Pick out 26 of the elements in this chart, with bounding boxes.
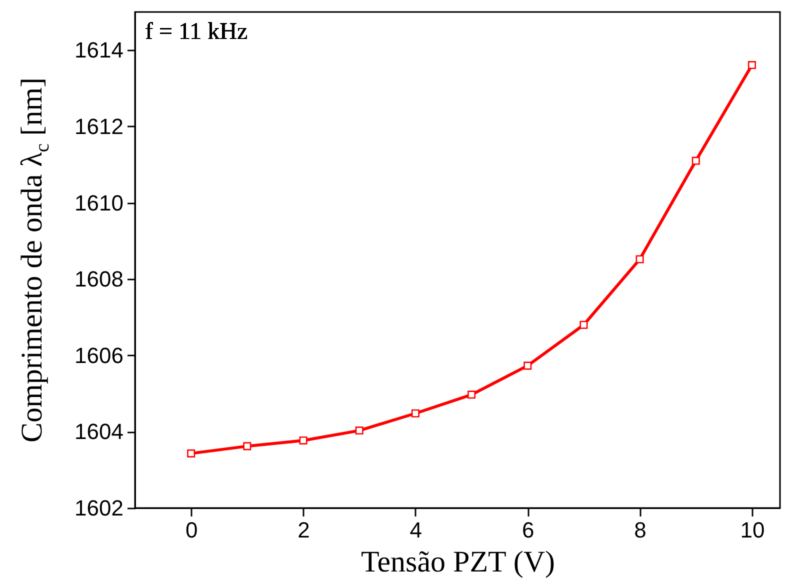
point bbox=[468, 390, 476, 399]
x-axis-title: Tensão PZT (V) bbox=[361, 546, 555, 578]
y-tick-label: 1604 bbox=[74, 419, 124, 444]
x-tick-label: 2 bbox=[298, 518, 310, 542]
point bbox=[355, 426, 364, 435]
point bbox=[299, 436, 308, 444]
y-tick-label: 1614 bbox=[74, 38, 124, 63]
x-tick-label: 6 bbox=[522, 518, 534, 542]
x-tick-label: 10 bbox=[740, 518, 765, 542]
y-tick-label: 1606 bbox=[74, 342, 124, 368]
y-tick-label: 1612 bbox=[74, 114, 124, 139]
point bbox=[411, 409, 420, 418]
point bbox=[243, 442, 252, 450]
point bbox=[580, 320, 588, 329]
x-tick-label: 8 bbox=[634, 518, 646, 542]
y-tick-label: 1608 bbox=[74, 266, 124, 292]
y-tick-label: 1610 bbox=[74, 190, 124, 216]
point bbox=[187, 449, 196, 458]
point bbox=[636, 255, 644, 264]
y-tick-label: 1602 bbox=[74, 496, 124, 520]
x-tick-label: 0 bbox=[185, 518, 198, 542]
point bbox=[524, 362, 532, 370]
x-tick-label: 4 bbox=[410, 518, 422, 542]
annotation: f = 11 kHz bbox=[145, 19, 248, 45]
point bbox=[692, 156, 700, 165]
point bbox=[748, 61, 756, 70]
